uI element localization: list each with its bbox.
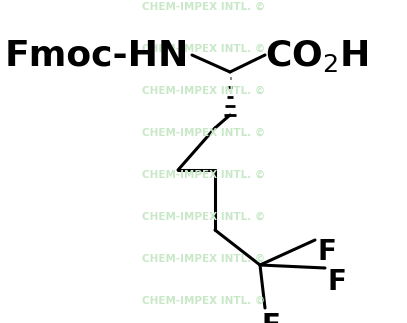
Text: F: F	[318, 238, 337, 266]
Text: Fmoc-HN: Fmoc-HN	[5, 38, 189, 72]
Text: F: F	[328, 268, 347, 296]
Text: CHEM-IMPEX INTL. ©: CHEM-IMPEX INTL. ©	[142, 44, 265, 53]
Text: CHEM-IMPEX INTL. ©: CHEM-IMPEX INTL. ©	[142, 86, 265, 95]
Text: CHEM-IMPEX INTL. ©: CHEM-IMPEX INTL. ©	[142, 170, 265, 179]
Text: CO$_2$H: CO$_2$H	[265, 38, 369, 74]
Text: CHEM-IMPEX INTL. ©: CHEM-IMPEX INTL. ©	[142, 2, 265, 11]
Text: F: F	[262, 312, 281, 323]
Text: CHEM-IMPEX INTL. ©: CHEM-IMPEX INTL. ©	[142, 296, 265, 305]
Text: CHEM-IMPEX INTL. ©: CHEM-IMPEX INTL. ©	[142, 212, 265, 221]
Text: CHEM-IMPEX INTL. ©: CHEM-IMPEX INTL. ©	[142, 254, 265, 263]
Text: CHEM-IMPEX INTL. ©: CHEM-IMPEX INTL. ©	[142, 128, 265, 137]
